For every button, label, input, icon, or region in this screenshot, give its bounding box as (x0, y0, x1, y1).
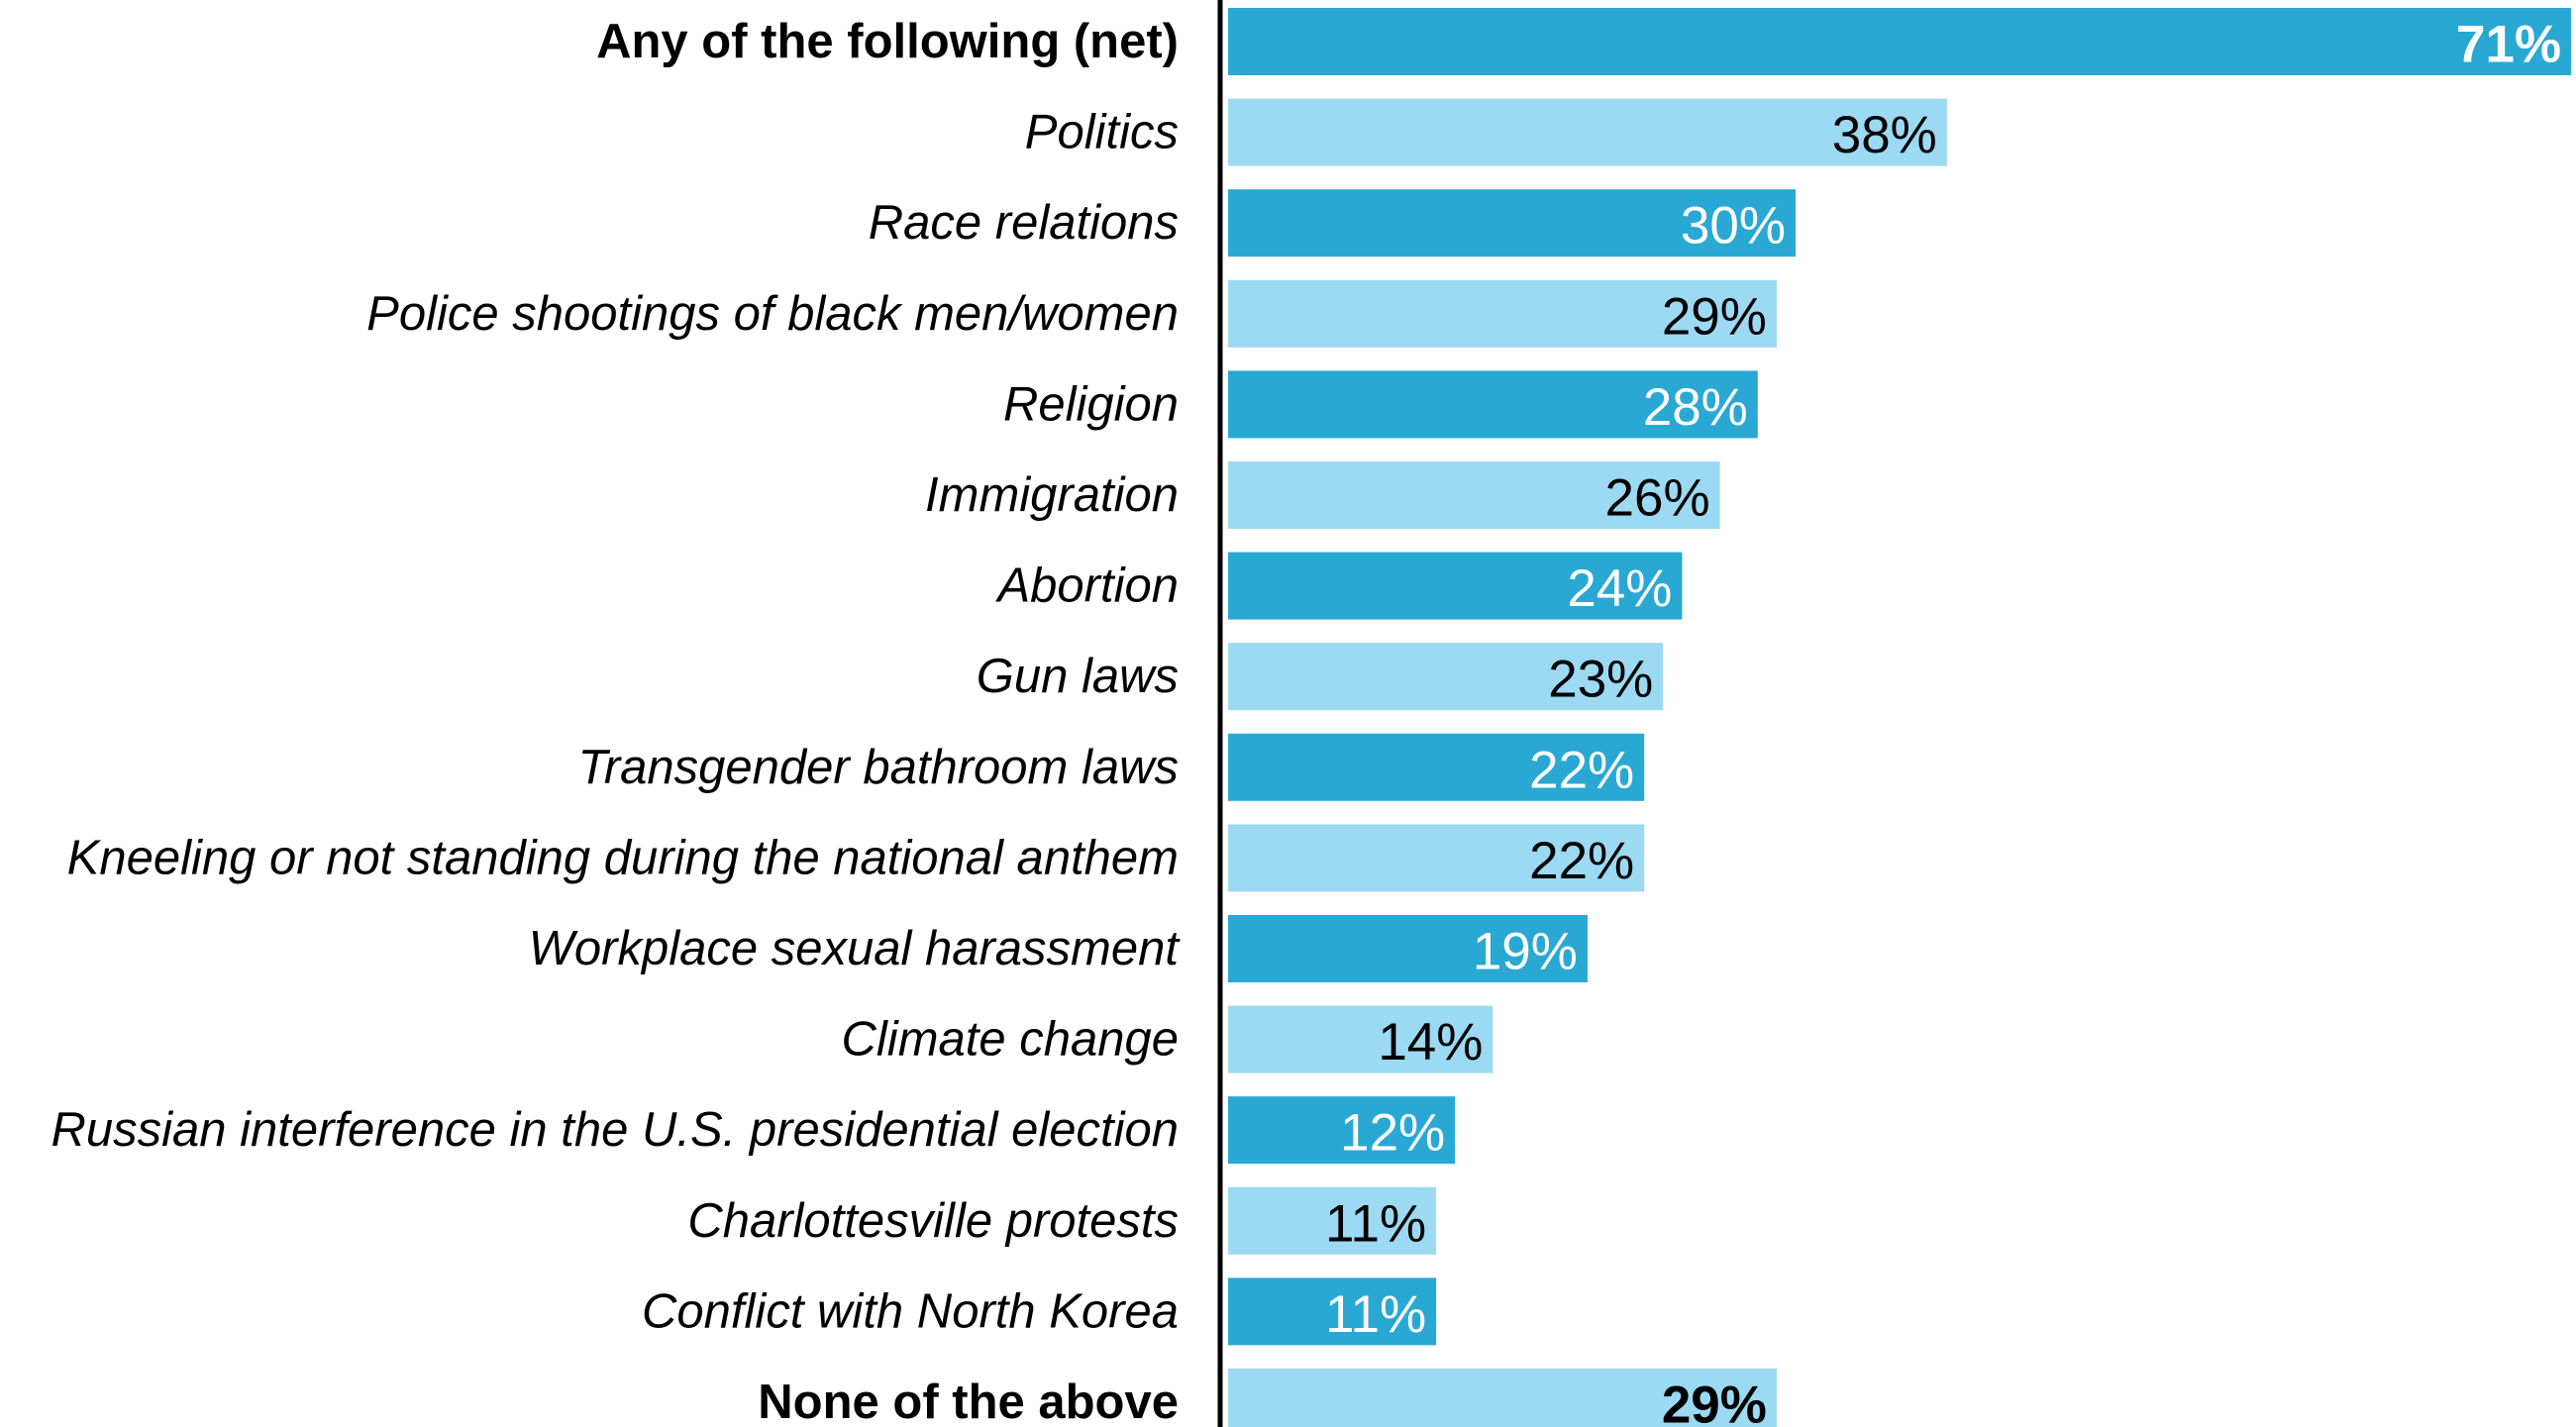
category-label: Abortion (994, 560, 1179, 613)
bar (1228, 8, 2572, 75)
data-label: 11% (1325, 1285, 1426, 1344)
data-label: 23% (1548, 651, 1653, 709)
category-label: Transgender bathroom laws (578, 741, 1179, 794)
data-label: 71% (2456, 16, 2561, 74)
data-label: 19% (1473, 923, 1578, 981)
data-label: 30% (1681, 197, 1786, 255)
data-label: 24% (1567, 560, 1672, 618)
category-label: Kneeling or not standing during the nati… (67, 831, 1179, 884)
category-label: Politics (1025, 106, 1179, 159)
data-label: 29% (1662, 287, 1767, 346)
value-labels-group: 71% 38% 30% 29% 28% 26% 24% 23% 22% 22% 19% 14% 12% 1… (1325, 16, 2561, 1427)
bar (1228, 461, 1720, 529)
bar (1228, 824, 1645, 892)
data-label: 14% (1378, 1013, 1483, 1071)
data-label: 38% (1832, 106, 1937, 164)
bar (1228, 643, 1664, 711)
category-label: Police shootings of black men/women (366, 287, 1179, 341)
bar (1228, 1096, 1456, 1165)
data-label: 11% (1325, 1194, 1426, 1253)
bar (1228, 733, 1645, 801)
bar (1228, 370, 1758, 439)
bars-group (1228, 8, 2572, 1427)
bar (1228, 1277, 1437, 1346)
category-label: Climate change (842, 1013, 1179, 1067)
category-label: Workplace sexual harassment (529, 922, 1182, 975)
bar (1228, 552, 1683, 620)
category-label: Russian interference in the U.S. preside… (51, 1103, 1179, 1157)
bar (1228, 279, 1777, 348)
category-label: Immigration (925, 468, 1179, 522)
data-label: 29% (1662, 1376, 1767, 1427)
bar (1228, 98, 1947, 166)
category-label: None of the above (758, 1376, 1179, 1427)
data-label: 26% (1605, 469, 1710, 528)
bar (1228, 1369, 1777, 1427)
bar (1228, 1186, 1437, 1255)
category-label: Any of the following (net) (596, 15, 1179, 68)
category-label: Religion (1003, 377, 1179, 431)
category-label: Race relations (869, 196, 1179, 250)
category-label: Gun laws (977, 650, 1179, 703)
bar (1228, 189, 1796, 257)
data-label: 12% (1340, 1104, 1445, 1163)
category-label: Charlottesville protests (687, 1194, 1179, 1248)
category-label: Conflict with North Korea (642, 1284, 1179, 1338)
data-label: 28% (1643, 378, 1748, 437)
data-label: 22% (1529, 832, 1634, 890)
bar (1228, 1005, 1494, 1073)
bar (1228, 915, 1588, 982)
category-labels-group: Any of the following (net) Politics Race r… (51, 15, 1181, 1427)
data-label: 22% (1529, 741, 1634, 799)
